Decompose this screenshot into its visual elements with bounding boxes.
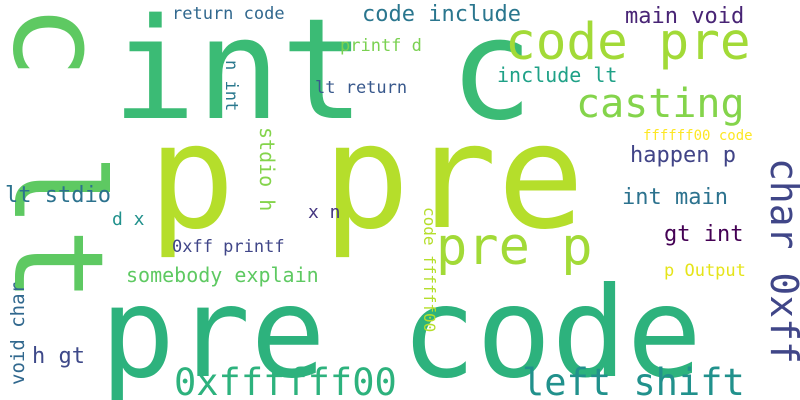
word-casting: casting — [576, 81, 745, 127]
word-printf-d: printf d — [340, 36, 422, 56]
word-left-shift: left shift — [522, 361, 745, 400]
word-somebody-explain: somebody explain — [126, 263, 319, 287]
word-pre-p: pre p — [436, 217, 593, 277]
word-p-pre: p pre — [148, 93, 585, 262]
word-lt-stdio: lt stdio — [5, 183, 111, 208]
word-ffffff00-code: ffffff00 code — [643, 128, 753, 144]
word-stdio-h: stdio h — [255, 127, 279, 212]
word-int-main: int main — [622, 185, 728, 210]
word-pre-code: pre code — [100, 261, 703, 400]
word-code-ffffff00: code ffffff00 — [420, 207, 439, 333]
word-gt-int: gt int — [664, 222, 744, 247]
word-c-lt: c lt — [0, 4, 129, 303]
word-main-void: main void — [625, 4, 745, 29]
word-0xff-printf: 0xff printf — [172, 237, 285, 257]
word-lt-return: lt return — [315, 78, 408, 98]
word-n-int: n int — [221, 60, 241, 112]
word-include-lt: include lt — [497, 63, 618, 87]
word-return-code: return code — [172, 4, 285, 24]
word-void-char: void char — [7, 282, 29, 385]
word-p-output: p Output — [664, 261, 746, 281]
word-d-x: d x — [112, 209, 145, 230]
word-0xffffff00: 0xffffff00 — [174, 361, 397, 400]
word-char-0xff: char 0xff — [762, 158, 800, 364]
word-code-include: code include — [362, 2, 521, 27]
word-h-gt: h gt — [32, 344, 85, 369]
word-code-pre: code pre — [505, 13, 751, 72]
word-int-c: int c — [112, 0, 534, 152]
word-happen-p: happen p — [630, 143, 736, 168]
word-x-n: x n — [308, 202, 341, 223]
